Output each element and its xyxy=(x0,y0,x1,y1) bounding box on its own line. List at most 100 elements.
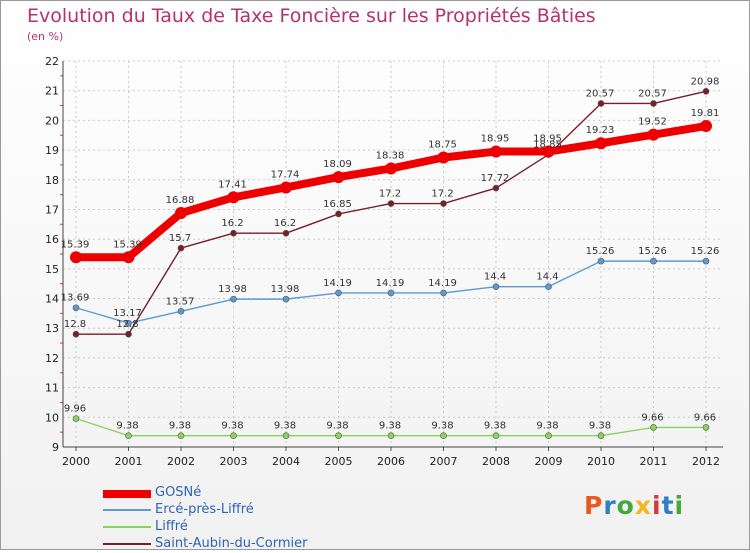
y-tick-label: 17 xyxy=(45,203,59,216)
series xyxy=(70,87,712,440)
data-point xyxy=(700,120,712,133)
data-point xyxy=(335,289,342,297)
y-tick-label: 18 xyxy=(45,174,59,187)
data-point xyxy=(440,200,447,207)
data-point xyxy=(597,100,605,107)
chart-title: Evolution du Taux de Taxe Foncière sur l… xyxy=(27,5,596,27)
data-point xyxy=(125,319,132,327)
data-point xyxy=(387,432,395,440)
data-label: 16.85 xyxy=(323,199,352,210)
data-label: 15.26 xyxy=(638,246,667,257)
y-tick-label: 14 xyxy=(45,293,59,306)
x-tick-label: 2002 xyxy=(167,455,195,468)
y-tick-label: 9 xyxy=(52,441,59,454)
data-point xyxy=(440,432,447,440)
data-point xyxy=(280,181,292,194)
data-label: 15.26 xyxy=(586,246,615,257)
data-label: 17.2 xyxy=(431,189,453,200)
legend-label: GOSNé xyxy=(155,485,202,500)
data-point xyxy=(440,289,447,297)
y-tick-label: 12 xyxy=(45,352,59,365)
data-label: 17.2 xyxy=(379,189,401,200)
data-label: 14.4 xyxy=(536,272,558,283)
logo-letter: i xyxy=(652,491,662,520)
data-label: 14.4 xyxy=(484,272,506,283)
data-label: 13.17 xyxy=(113,308,142,319)
logo-letter: i xyxy=(674,491,685,520)
logo-letter: t xyxy=(661,491,675,520)
legend-swatch xyxy=(103,543,151,545)
data-point xyxy=(387,200,395,207)
data-point xyxy=(335,432,342,440)
data-label: 9.66 xyxy=(694,412,716,423)
data-point xyxy=(125,432,132,440)
data-label: 9.38 xyxy=(274,421,296,432)
data-label: 9.38 xyxy=(431,421,453,432)
data-point xyxy=(175,207,187,220)
data-point xyxy=(230,432,237,440)
x-tick-label: 2006 xyxy=(377,455,405,468)
data-label: 18.75 xyxy=(428,140,457,151)
data-point xyxy=(650,100,657,107)
data-label: 20.57 xyxy=(638,88,667,99)
data-point xyxy=(72,330,80,338)
data-label: 9.66 xyxy=(641,412,663,423)
data-label: 16.2 xyxy=(221,218,243,229)
data-point xyxy=(282,432,290,440)
data-label: 14.19 xyxy=(376,278,405,289)
data-label: 9.38 xyxy=(169,421,191,432)
data-point xyxy=(492,184,500,192)
grid xyxy=(63,60,723,447)
y-tick-label: 13 xyxy=(45,322,59,335)
data-point xyxy=(490,145,502,158)
x-tick-label: 2012 xyxy=(692,455,720,468)
data-point xyxy=(177,244,185,252)
data-point xyxy=(177,432,185,440)
x-tick-label: 2005 xyxy=(325,455,353,468)
data-label: 9.38 xyxy=(221,421,243,432)
data-label: 18.85 xyxy=(533,140,562,151)
data-point xyxy=(702,87,710,95)
data-label: 9.96 xyxy=(64,403,86,414)
data-label: 19.23 xyxy=(586,125,615,136)
data-label: 16.88 xyxy=(166,195,195,206)
y-tick-label: 19 xyxy=(45,144,59,157)
legend-label: Saint-Aubin-du-Cormier xyxy=(155,536,308,551)
legend-label: Ercé-près-Liffré xyxy=(155,502,254,517)
data-label: 13.57 xyxy=(166,296,195,307)
x-tick-label: 2003 xyxy=(220,455,248,468)
x-tick-label: 2007 xyxy=(430,455,458,468)
data-label: 20.98 xyxy=(691,76,720,87)
legend-swatch xyxy=(103,526,151,528)
data-point xyxy=(122,251,135,264)
data-point xyxy=(492,283,500,290)
data-point xyxy=(230,229,237,237)
legend-swatch xyxy=(103,490,151,498)
data-point xyxy=(177,308,185,315)
x-tick-label: 2000 xyxy=(62,455,90,468)
data-point xyxy=(335,210,342,218)
data-labels: 15.39 15.39 16.88 17.41 17.74 18.09 18.38 18.75… xyxy=(61,76,720,431)
data-label: 12.8 xyxy=(116,319,138,330)
data-label: 19.81 xyxy=(691,108,720,119)
x-tick-label: 2001 xyxy=(115,455,143,468)
y-tick-label: 16 xyxy=(45,233,59,246)
logo-letter: o xyxy=(616,491,635,520)
data-label: 9.38 xyxy=(589,421,611,432)
data-label: 14.19 xyxy=(323,278,352,289)
data-label: 13.98 xyxy=(271,284,300,295)
data-label: 14.19 xyxy=(428,278,457,289)
data-point xyxy=(702,424,710,431)
data-point xyxy=(230,295,237,303)
y-tick-label: 15 xyxy=(45,263,59,276)
data-point xyxy=(387,289,395,297)
data-label: 12.8 xyxy=(64,319,86,330)
data-point xyxy=(72,304,80,312)
x-tick-label: 2008 xyxy=(482,455,510,468)
y-tick-label: 22 xyxy=(45,55,59,68)
data-point xyxy=(702,257,710,265)
data-point xyxy=(385,162,397,175)
legend-label: Liffré xyxy=(155,519,188,534)
